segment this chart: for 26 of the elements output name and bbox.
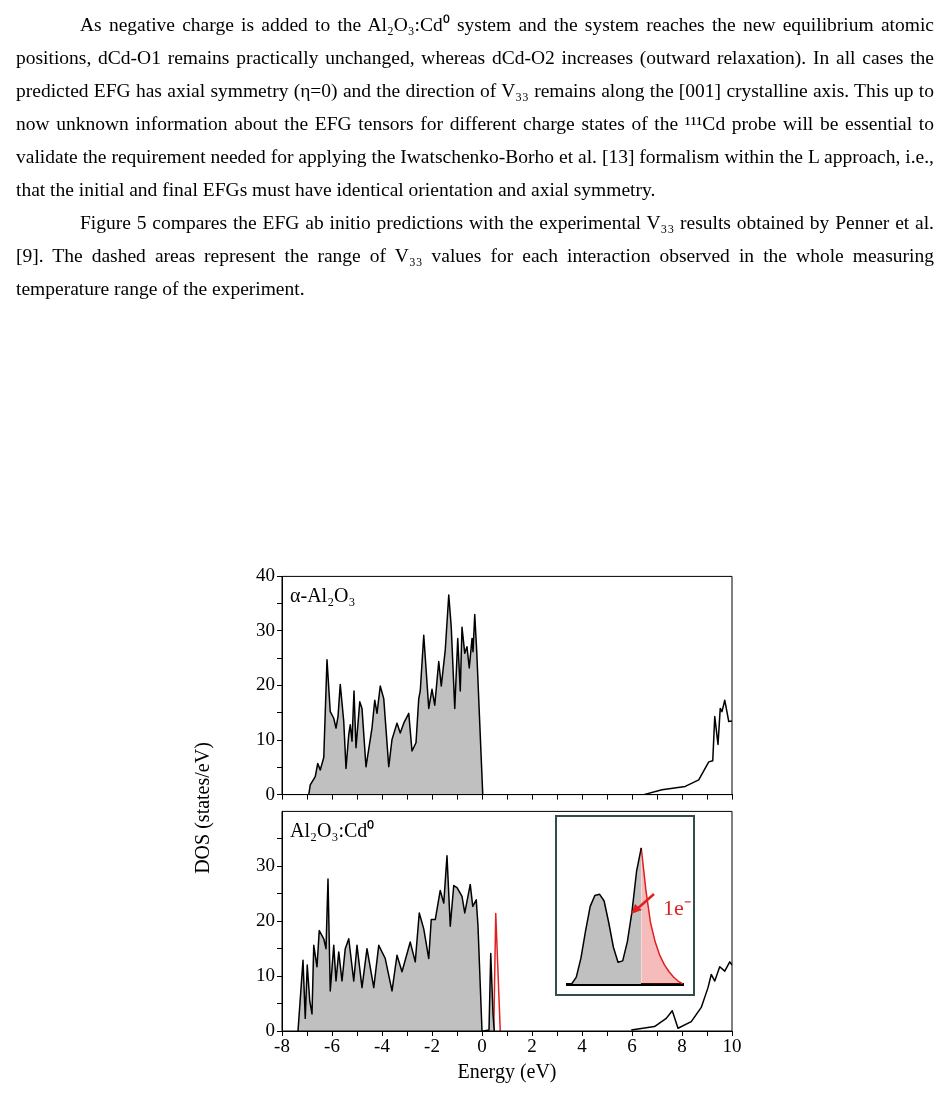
x-tick-label: -6 <box>324 1035 340 1057</box>
x-tick-label: 8 <box>677 1035 687 1057</box>
caption: Figure 5 compares the EFG ab initio predictions with the experimental V₃₃ results obtained by Penner et al. [9]. The dashed areas represent the range of V₃₃ values for each interaction observed in the whole measuring temperature range of the experiment. <box>16 211 934 301</box>
x-tick-label: -4 <box>374 1035 391 1057</box>
y-tick-label: 0 <box>265 1018 275 1040</box>
annotation: 1e⁻ <box>663 895 691 920</box>
y-tick-label: 20 <box>256 909 275 931</box>
x-tick-label: 6 <box>627 1035 637 1057</box>
chart-title: α-Al₂O₃ <box>290 583 356 606</box>
text: As negative charge is added to the Al₂O₃:Cd⁰ system and the system reaches the new equilibrium atomic positions, dCd-O1 remains practically unchanged, whereas dCd-O2 increases (outward relaxation). In all cases the predicted EFG has axial symmetry (η=0) and the direction of V₃₃ remains along the [001] crystalline axis. This up to now unknown information about the EFG tensors for different charge states of the ¹¹¹Cd probe will be essential to validate the requirement needed for applying the Iwatschenko-Borho et al. [13] formalism within the L approach, i.e., that the initial and final EFGs must have identical orientation and axial symmetry. <box>16 13 934 202</box>
y-tick-label: 10 <box>256 964 275 986</box>
y-tick-label: 0 <box>265 782 275 804</box>
y-tick-label: 30 <box>256 854 275 876</box>
x-tick-label: 10 <box>722 1035 742 1057</box>
y-tick-label: 40 <box>256 564 275 586</box>
y-axis-title: DOS (states/eV) <box>190 742 214 874</box>
y-tick-label: 10 <box>256 728 275 750</box>
x-tick-label: 0 <box>477 1035 487 1057</box>
y-tick-label: 30 <box>256 618 275 640</box>
x-tick-label: 4 <box>577 1035 588 1057</box>
chart-title: Al₂O₃:Cd⁰ <box>290 818 375 841</box>
x-tick-label: 2 <box>527 1035 537 1057</box>
y-tick-label: 20 <box>256 673 275 695</box>
x-axis-title: Energy (eV) <box>457 1060 557 1084</box>
x-tick-label: -8 <box>274 1035 290 1057</box>
x-tick-label: -2 <box>424 1035 440 1057</box>
